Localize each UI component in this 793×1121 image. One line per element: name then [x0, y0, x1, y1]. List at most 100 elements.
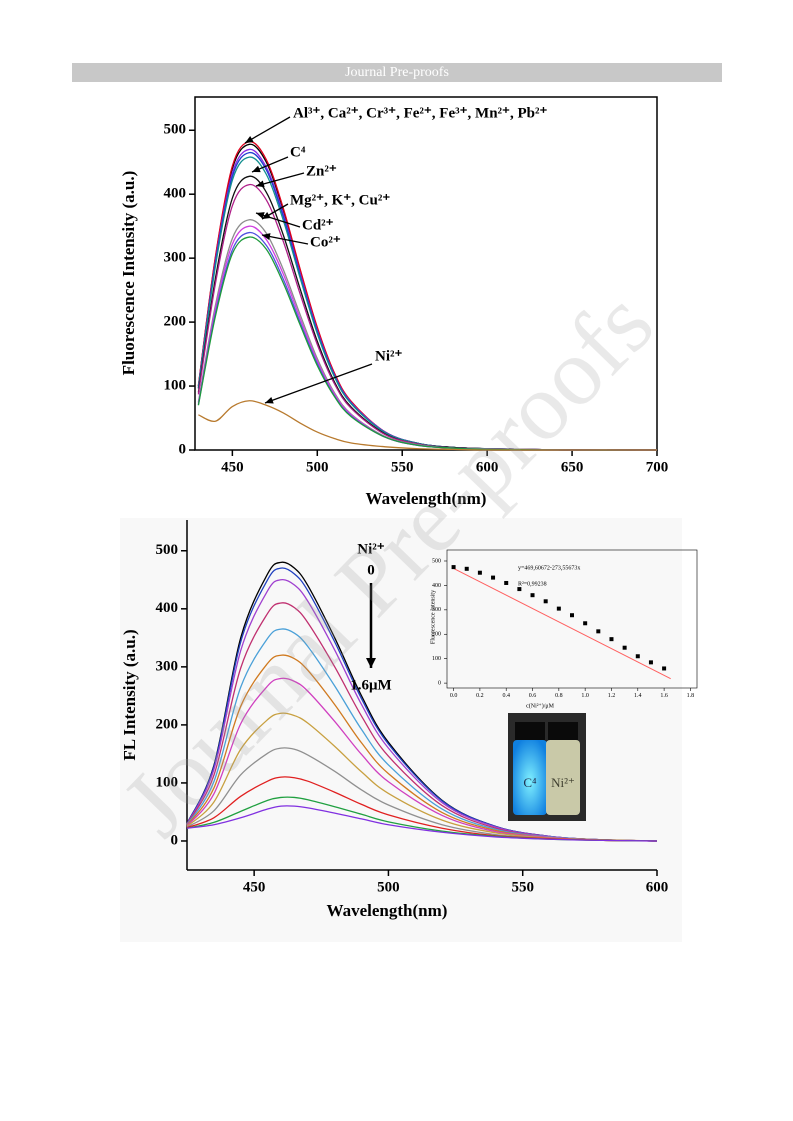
annotation: Zn²⁺ — [306, 163, 337, 179]
arrow-head — [262, 233, 271, 240]
data-point — [543, 599, 548, 604]
annotation-arrow — [244, 116, 291, 144]
x-tick-label: 500 — [306, 459, 329, 475]
data-point — [517, 587, 522, 592]
spectrum-line — [186, 578, 658, 842]
arrow-head — [245, 135, 254, 143]
y-tick-label: 0 — [171, 832, 179, 848]
header-bar — [72, 63, 722, 82]
annotation-arrow — [264, 363, 373, 404]
data-point — [648, 660, 653, 665]
x-tick-label: 700 — [646, 459, 669, 475]
annotation: 1.6μM — [350, 677, 391, 693]
spectrum-line — [186, 805, 658, 842]
annotation: Ni²⁺ — [375, 348, 402, 364]
y-tick-label: 100 — [156, 774, 179, 790]
annotation: R²=0,99238 — [518, 581, 547, 587]
y-tick-label: 400 — [164, 186, 187, 202]
vial — [513, 740, 547, 815]
y-tick-label: 200 — [156, 716, 179, 732]
spectrum-line — [186, 712, 658, 842]
data-point — [556, 606, 561, 611]
annotation: y=469,60672-273,55673x — [518, 565, 580, 571]
y-tick-label: 300 — [432, 607, 441, 613]
y-tick-label: 400 — [432, 583, 441, 589]
data-point — [662, 666, 667, 671]
y-tick-label: 100 — [164, 377, 187, 393]
annotation: 0 — [367, 562, 375, 578]
header: Journal Pre-proofs — [345, 65, 449, 80]
annotation-arrow — [255, 172, 305, 187]
data-point — [451, 565, 456, 570]
y-tick-label: 500 — [432, 558, 441, 564]
figure-background — [120, 518, 682, 942]
y-tick-label: 100 — [432, 656, 441, 662]
y-axis-title: Fluorescence Intensity (a.u.) — [119, 171, 138, 376]
annotation: Co²⁺ — [310, 234, 341, 250]
x-axis-title: c(Ni²⁺)/μM — [526, 702, 555, 709]
x-tick-label: 550 — [391, 459, 414, 475]
vial-label: C⁴ — [523, 775, 537, 790]
x-tick-label: 0.6 — [529, 693, 537, 699]
x-axis-title: Wavelength(nm) — [327, 901, 448, 920]
x-tick-label: 1.4 — [634, 693, 642, 699]
y-tick-label: 0 — [438, 680, 441, 686]
x-tick-label: 1.0 — [581, 693, 589, 699]
y-tick-label: 500 — [164, 122, 187, 138]
y-axis-title: FL Intensity (a.u.) — [120, 629, 139, 760]
arrow-head — [256, 212, 265, 219]
annotation: Cd²⁺ — [302, 217, 334, 233]
data-point — [530, 593, 535, 598]
arrow-head — [256, 180, 265, 188]
annotation: C⁴ — [290, 144, 306, 160]
annotation: Al³⁺, Ca²⁺, Cr³⁺, Fe²⁺, Fe³⁺, Mn²⁺, Pb²⁺ — [293, 105, 547, 121]
x-tick-label: 0.4 — [502, 693, 510, 699]
data-point — [504, 580, 509, 585]
x-tick-label: 0.0 — [450, 693, 458, 699]
y-tick-label: 200 — [164, 314, 187, 330]
photo: C⁴ Ni²⁺ — [508, 713, 586, 821]
data-point — [477, 570, 482, 575]
data-point — [570, 613, 574, 618]
arrow-head — [252, 165, 261, 173]
x-tick-label: 1.2 — [608, 693, 616, 699]
annotation: Mg²⁺, K⁺, Cu²⁺ — [290, 192, 390, 208]
y-tick-label: 200 — [432, 632, 441, 638]
x-tick-label: 450 — [221, 459, 244, 475]
x-tick-label: 0.8 — [555, 693, 563, 699]
spectrum-line — [197, 236, 658, 451]
x-tick-label: 600 — [476, 459, 499, 475]
chart: 0 100 200 300 400 500 450 500 550 600 FL Intensity… — [120, 520, 668, 920]
vial-label: Ni²⁺ — [551, 775, 575, 790]
data-point — [596, 629, 601, 634]
x-tick-label: 550 — [511, 879, 534, 895]
x-tick-label: 650 — [561, 459, 584, 475]
data-point — [622, 645, 627, 650]
plot-frame — [194, 96, 658, 451]
x-tick-label: 1.8 — [687, 693, 695, 699]
data-point — [583, 621, 588, 626]
chart: 0 100 200 300 400 500 0.0 0.2 0.4 0.6 0.8 1.0 1.2 1.4… — [430, 549, 698, 709]
y-tick-label: 0 — [179, 441, 187, 457]
spectrum-line — [198, 400, 657, 451]
arrow-head — [366, 658, 376, 668]
y-tick-label: 400 — [156, 600, 179, 616]
data-point — [635, 654, 640, 659]
data-point — [464, 566, 469, 571]
fit-line — [453, 567, 671, 680]
x-tick-label: 1.6 — [660, 693, 668, 699]
vial-cap — [548, 722, 578, 740]
x-tick-label: 0.2 — [476, 693, 484, 699]
x-tick-label: 450 — [243, 879, 266, 895]
vial-cap — [515, 722, 545, 740]
annotation: Ni²⁺ — [357, 541, 384, 557]
arrow-head — [265, 396, 274, 404]
plot-frame — [446, 549, 698, 689]
y-tick-label: 300 — [156, 658, 179, 674]
chart: 0 100 200 300 400 500 450 500 550 600 650 700 Fluore… — [119, 96, 669, 508]
x-axis-title: Wavelength(nm) — [366, 489, 487, 508]
y-tick-label: 300 — [164, 250, 187, 266]
y-tick-label: 500 — [156, 542, 179, 558]
y-axis-title: Fluorescence Intensity — [430, 590, 436, 644]
